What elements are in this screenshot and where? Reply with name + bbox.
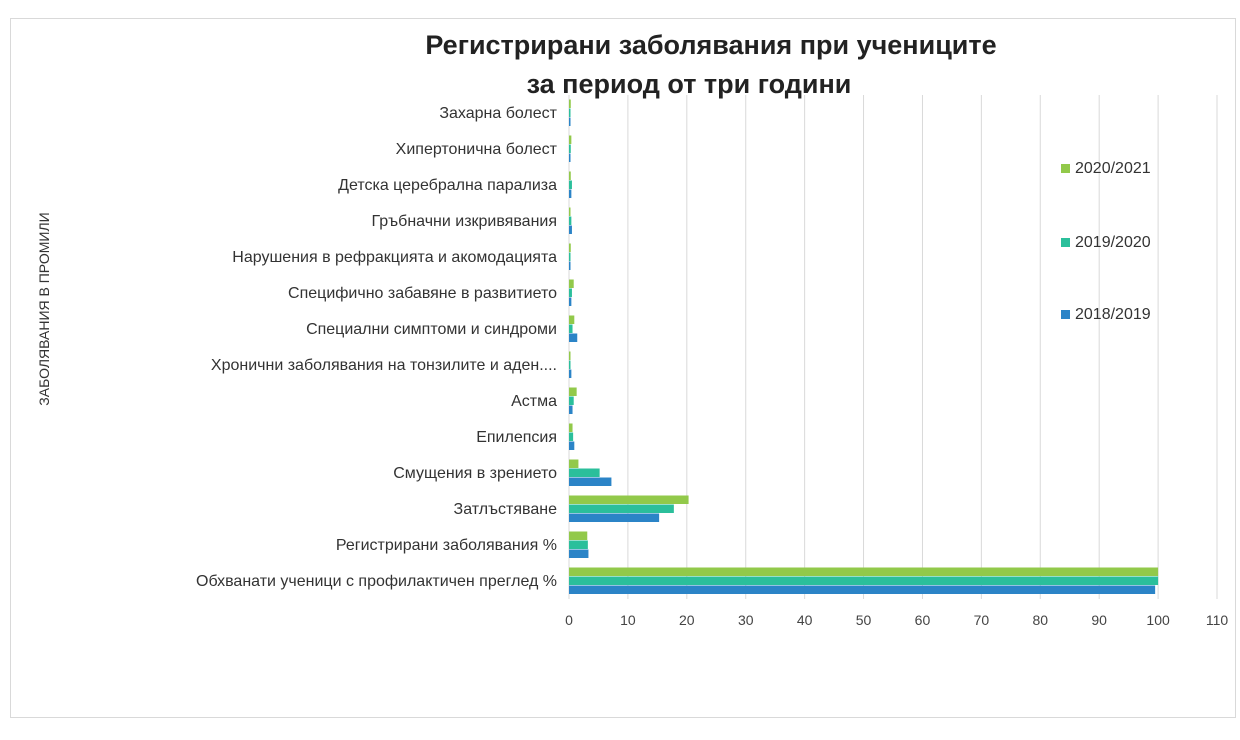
- x-tick-label: 40: [797, 612, 813, 628]
- category-label: Епилепсия: [476, 429, 557, 446]
- y-axis-label: ЗАБОЛЯВАНИЯ В ПРОМИЛИ: [36, 212, 52, 405]
- category-label: Хипертонична болест: [396, 141, 558, 158]
- bar-2019-2020-7: [569, 360, 571, 369]
- legend: 2020/2021 2019/2020 2018/2019: [1061, 160, 1151, 323]
- bar-2019-2020-11: [569, 504, 674, 513]
- chart-title-line-1: Регистрирани заболявания при учениците: [425, 30, 996, 60]
- category-label: Детска церебрална парализа: [338, 177, 557, 194]
- chart-title: Регистрирани заболявания при учениците з…: [425, 30, 996, 99]
- bar-2019-2020-1: [569, 144, 571, 153]
- x-tick-label: 0: [565, 612, 573, 628]
- chart-title-line-2: за период от три години: [527, 69, 852, 99]
- bar-2018-2019-10: [569, 477, 612, 486]
- bar-2018-2019-7: [569, 369, 572, 378]
- bar-2020-2021-2: [569, 171, 571, 180]
- legend-label: 2019/2020: [1075, 234, 1151, 251]
- bar-2020-2021-4: [569, 243, 571, 252]
- bar-2018-2019-2: [569, 189, 572, 198]
- bar-2018-2019-1: [569, 153, 571, 162]
- bar-2018-2019-6: [569, 333, 578, 342]
- category-labels: Захарна болест Хипертонична болест Детска …: [196, 105, 558, 590]
- bar-2020-2021-6: [569, 315, 575, 324]
- legend-item-2018-2019: 2018/2019: [1061, 306, 1151, 323]
- x-tick-labels: 0 10 20 30 40 50 60 70 80 90 100 110: [565, 612, 1228, 628]
- x-tick-label: 60: [915, 612, 931, 628]
- category-label: Астма: [511, 393, 557, 410]
- bar-2019-2020-8: [569, 396, 574, 405]
- bar-2018-2019-12: [569, 549, 589, 558]
- bar-2019-2020-13: [569, 576, 1159, 585]
- bar-2020-2021-10: [569, 459, 579, 468]
- category-label: Специфично забавяне в развитието: [288, 285, 557, 302]
- x-tick-label: 70: [974, 612, 990, 628]
- category-label: Гръбначни изкривявания: [371, 213, 557, 230]
- bar-2019-2020-0: [569, 108, 571, 117]
- legend-label: 2018/2019: [1075, 306, 1151, 323]
- x-tick-label: 30: [738, 612, 754, 628]
- legend-swatch: [1061, 238, 1070, 247]
- category-label: Обхванати ученици с профилактичен прегле…: [196, 573, 557, 590]
- bar-2018-2019-8: [569, 405, 573, 414]
- legend-label: 2020/2021: [1075, 160, 1151, 177]
- bar-2019-2020-4: [569, 252, 571, 261]
- bar-2019-2020-2: [569, 180, 572, 189]
- bars: [569, 99, 1159, 594]
- legend-item-2019-2020: 2019/2020: [1061, 234, 1151, 251]
- x-tick-label: 10: [620, 612, 636, 628]
- x-tick-label: 110: [1206, 612, 1229, 628]
- bar-2019-2020-5: [569, 288, 572, 297]
- bar-2020-2021-8: [569, 387, 577, 396]
- category-label: Захарна болест: [439, 105, 557, 122]
- x-tick-label: 20: [679, 612, 695, 628]
- bar-2020-2021-3: [569, 207, 571, 216]
- bar-2018-2019-3: [569, 225, 572, 234]
- category-label: Смущения в зрението: [393, 465, 557, 482]
- chart-frame: Регистрирани заболявания при учениците з…: [10, 18, 1236, 718]
- legend-swatch: [1061, 164, 1070, 173]
- bar-2020-2021-12: [569, 531, 588, 540]
- category-label: Затлъстяване: [454, 501, 558, 518]
- bar-2018-2019-0: [569, 117, 571, 126]
- category-label: Нарушения в рефракцията и акомодацията: [232, 249, 557, 266]
- x-tick-label: 80: [1032, 612, 1048, 628]
- x-tick-label: 90: [1091, 612, 1107, 628]
- legend-item-2020-2021: 2020/2021: [1061, 160, 1151, 177]
- bar-2020-2021-5: [569, 279, 574, 288]
- bar-2018-2019-13: [569, 585, 1156, 594]
- bar-2020-2021-1: [569, 135, 572, 144]
- bar-2019-2020-6: [569, 324, 573, 333]
- bar-2018-2019-9: [569, 441, 575, 450]
- bar-2019-2020-10: [569, 468, 600, 477]
- bar-2018-2019-5: [569, 297, 572, 306]
- bar-2020-2021-7: [569, 351, 571, 360]
- x-tick-label: 50: [856, 612, 872, 628]
- bar-2019-2020-3: [569, 216, 572, 225]
- bar-2019-2020-12: [569, 540, 588, 549]
- category-label: Хронични заболявания на тонзилите и аден…: [211, 357, 557, 374]
- chart: Регистрирани заболявания при учениците з…: [36, 30, 1228, 628]
- category-label: Регистрирани заболявания %: [336, 537, 557, 554]
- bar-2020-2021-9: [569, 423, 573, 432]
- x-tick-label: 100: [1146, 612, 1170, 628]
- bar-2018-2019-11: [569, 513, 660, 522]
- gridlines: [568, 95, 1218, 599]
- bar-2018-2019-4: [569, 261, 571, 270]
- category-label: Специални симптоми и синдроми: [306, 321, 557, 338]
- bar-2020-2021-11: [569, 495, 689, 504]
- bar-2020-2021-0: [569, 99, 571, 108]
- legend-swatch: [1061, 310, 1070, 319]
- bar-2019-2020-9: [569, 432, 574, 441]
- bar-2020-2021-13: [569, 567, 1159, 576]
